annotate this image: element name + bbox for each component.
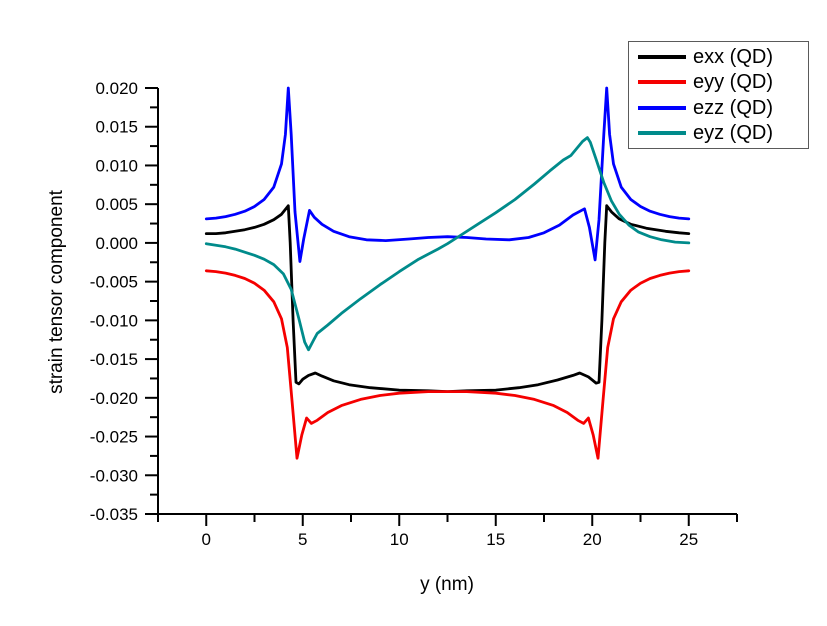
series-exx-line — [204, 204, 691, 394]
y-tick-label: -0.035 — [90, 505, 138, 524]
series-eyz-line — [204, 136, 691, 352]
legend-item-eyy: eyy (QD) — [629, 70, 808, 95]
series-lines — [204, 86, 691, 460]
legend-label: exx (QD) — [693, 45, 773, 68]
x-tick-label: 10 — [390, 530, 409, 549]
legend-swatch-ezz — [638, 105, 686, 110]
legend-item-eyz: eyz (QD) — [629, 121, 808, 146]
y-tick-label: -0.020 — [90, 389, 138, 408]
series-ezz-line — [204, 86, 691, 263]
x-tick-label: 25 — [679, 530, 698, 549]
y-tick-label: 0.010 — [95, 156, 138, 175]
series-eyy-line — [204, 269, 691, 460]
y-tick-label: -0.015 — [90, 350, 138, 369]
y-tick-label: -0.025 — [90, 428, 138, 447]
y-tick-label: 0.015 — [95, 118, 138, 137]
y-tick-label: -0.010 — [90, 311, 138, 330]
legend-item-exx: exx (QD) — [629, 44, 808, 69]
legend-label: eyz (QD) — [693, 122, 773, 145]
x-tick-label: 0 — [202, 530, 211, 549]
y-tick-label: 0.005 — [95, 195, 138, 214]
axis-lines — [157, 88, 737, 515]
legend-swatch-eyz — [638, 131, 686, 136]
legend-label: ezz (QD) — [693, 96, 773, 119]
y-tick-label: 0.020 — [95, 79, 138, 98]
legend-swatch-eyy — [638, 80, 686, 85]
x-tick-label: 20 — [583, 530, 602, 549]
legend-item-ezz: ezz (QD) — [629, 95, 808, 120]
x-tick-label: 5 — [298, 530, 307, 549]
legend-swatch-exx — [638, 54, 686, 59]
y-tick-label: 0.000 — [95, 234, 138, 253]
x-axis-title: y (nm) — [420, 574, 474, 595]
legend-label: eyy (QD) — [693, 71, 773, 94]
legend: exx (QD) eyy (QD) ezz (QD) eyz (QD) — [628, 41, 809, 149]
y-axis-title: strain tensor component — [46, 190, 67, 394]
plot-axes: 0.020 0.015 0.010 0.005 0.000 -0.005 -0.010 -0.… — [90, 79, 738, 549]
y-tick-label: -0.030 — [90, 466, 138, 485]
y-tick-label: -0.005 — [90, 273, 138, 292]
x-tick-label: 15 — [486, 530, 505, 549]
